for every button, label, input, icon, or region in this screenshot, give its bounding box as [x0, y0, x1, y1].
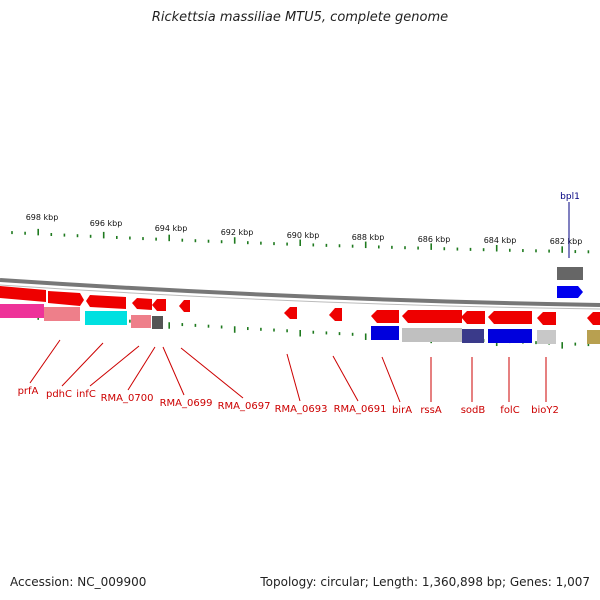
gene-arrow-red	[132, 298, 152, 310]
kbp-label: 682 kbp	[550, 237, 583, 246]
accession-text: Accession: NC_009900	[10, 575, 147, 589]
inner-genes	[0, 304, 600, 344]
gene-box-lightgray	[402, 328, 462, 342]
genome-backbone-shadow	[0, 284, 600, 310]
leader-line	[29, 339, 61, 384]
gene-label-pdhC: pdhC	[46, 389, 72, 400]
gene-box-lightgray	[537, 330, 556, 344]
genome-backbone	[0, 278, 600, 307]
gene-arrow-red	[488, 311, 532, 324]
gene-label-RMA_0699: RMA_0699	[160, 398, 213, 409]
gene-label-RMA_0697: RMA_0697	[218, 401, 271, 412]
leader-line	[162, 346, 185, 396]
kbp-label: 686 kbp	[418, 235, 451, 244]
red-cds-row	[0, 286, 600, 325]
kbp-label: 684 kbp	[484, 236, 517, 245]
bpl1-label: bpl1	[560, 192, 580, 202]
kbp-label: 692 kbp	[221, 228, 254, 237]
gene-arrow-red	[48, 291, 84, 306]
gene-label-sodB: sodB	[461, 405, 486, 416]
gene-box-salmon	[44, 307, 80, 321]
leader-line	[286, 353, 301, 402]
gene-box-gray	[152, 316, 163, 329]
gene-arrow-red	[152, 299, 166, 311]
gene-arrow-red	[0, 286, 46, 302]
leader-line	[180, 347, 244, 399]
gene-arrow-red	[329, 308, 342, 321]
gene-box-blue	[371, 326, 399, 340]
gene-box-olive	[587, 330, 600, 344]
gene-box-salmon	[131, 315, 151, 328]
gene-box-pink	[0, 304, 44, 318]
kbp-label: 690 kbp	[287, 231, 320, 240]
gene-arrow-red	[402, 310, 462, 323]
gene-arrow-red	[284, 307, 297, 319]
kbp-label: 694 kbp	[155, 224, 188, 233]
gene-label-RMA_0693: RMA_0693	[275, 404, 328, 415]
map-title: Rickettsia massiliae MTU5, complete geno…	[151, 10, 449, 25]
outer-genes	[557, 267, 583, 298]
outer-tick-row	[11, 228, 590, 254]
leader-line	[381, 356, 401, 403]
gene-label-prfA: prfA	[18, 386, 39, 397]
gene-arrow-red	[537, 312, 556, 325]
gene-leader-lines	[29, 339, 547, 403]
genome-summary-text: Topology: circular; Length: 1,360,898 bp…	[260, 575, 590, 589]
gene-label-birA: birA	[392, 405, 412, 416]
gene-box-cyan	[85, 311, 127, 325]
kbp-label: 696 kbp	[90, 219, 123, 228]
gene-label-folC: folC	[500, 405, 519, 416]
gene-arrow-blue	[557, 286, 583, 298]
gene-arrow-red	[179, 300, 190, 312]
leader-line	[127, 346, 156, 391]
gene-box-gray	[557, 267, 583, 280]
gene-box-blue	[488, 329, 532, 343]
kbp-labels: 698 kbp 696 kbp 694 kbp 692 kbp 690 kbp …	[26, 213, 583, 246]
gene-label-infC: infC	[76, 389, 96, 400]
gene-label-RMA_0691: RMA_0691	[334, 404, 387, 415]
gene-label-RMA_0700: RMA_0700	[101, 393, 154, 404]
gene-arrow-red	[461, 311, 485, 324]
kbp-label: 698 kbp	[26, 213, 59, 222]
gene-arrow-red	[86, 295, 126, 309]
kbp-label: 688 kbp	[352, 233, 385, 242]
gene-arrow-red	[587, 312, 600, 325]
gene-label-rssA: rssA	[420, 405, 442, 416]
leader-line	[332, 355, 359, 402]
leader-line	[89, 345, 140, 387]
gene-labels: prfA pdhC infC RMA_0700 RMA_0699 RMA_069…	[18, 386, 559, 416]
gene-label-bioY2: bioY2	[531, 405, 559, 416]
gene-box-navy	[462, 329, 484, 343]
leader-line	[61, 342, 104, 387]
gene-arrow-red	[371, 310, 399, 323]
